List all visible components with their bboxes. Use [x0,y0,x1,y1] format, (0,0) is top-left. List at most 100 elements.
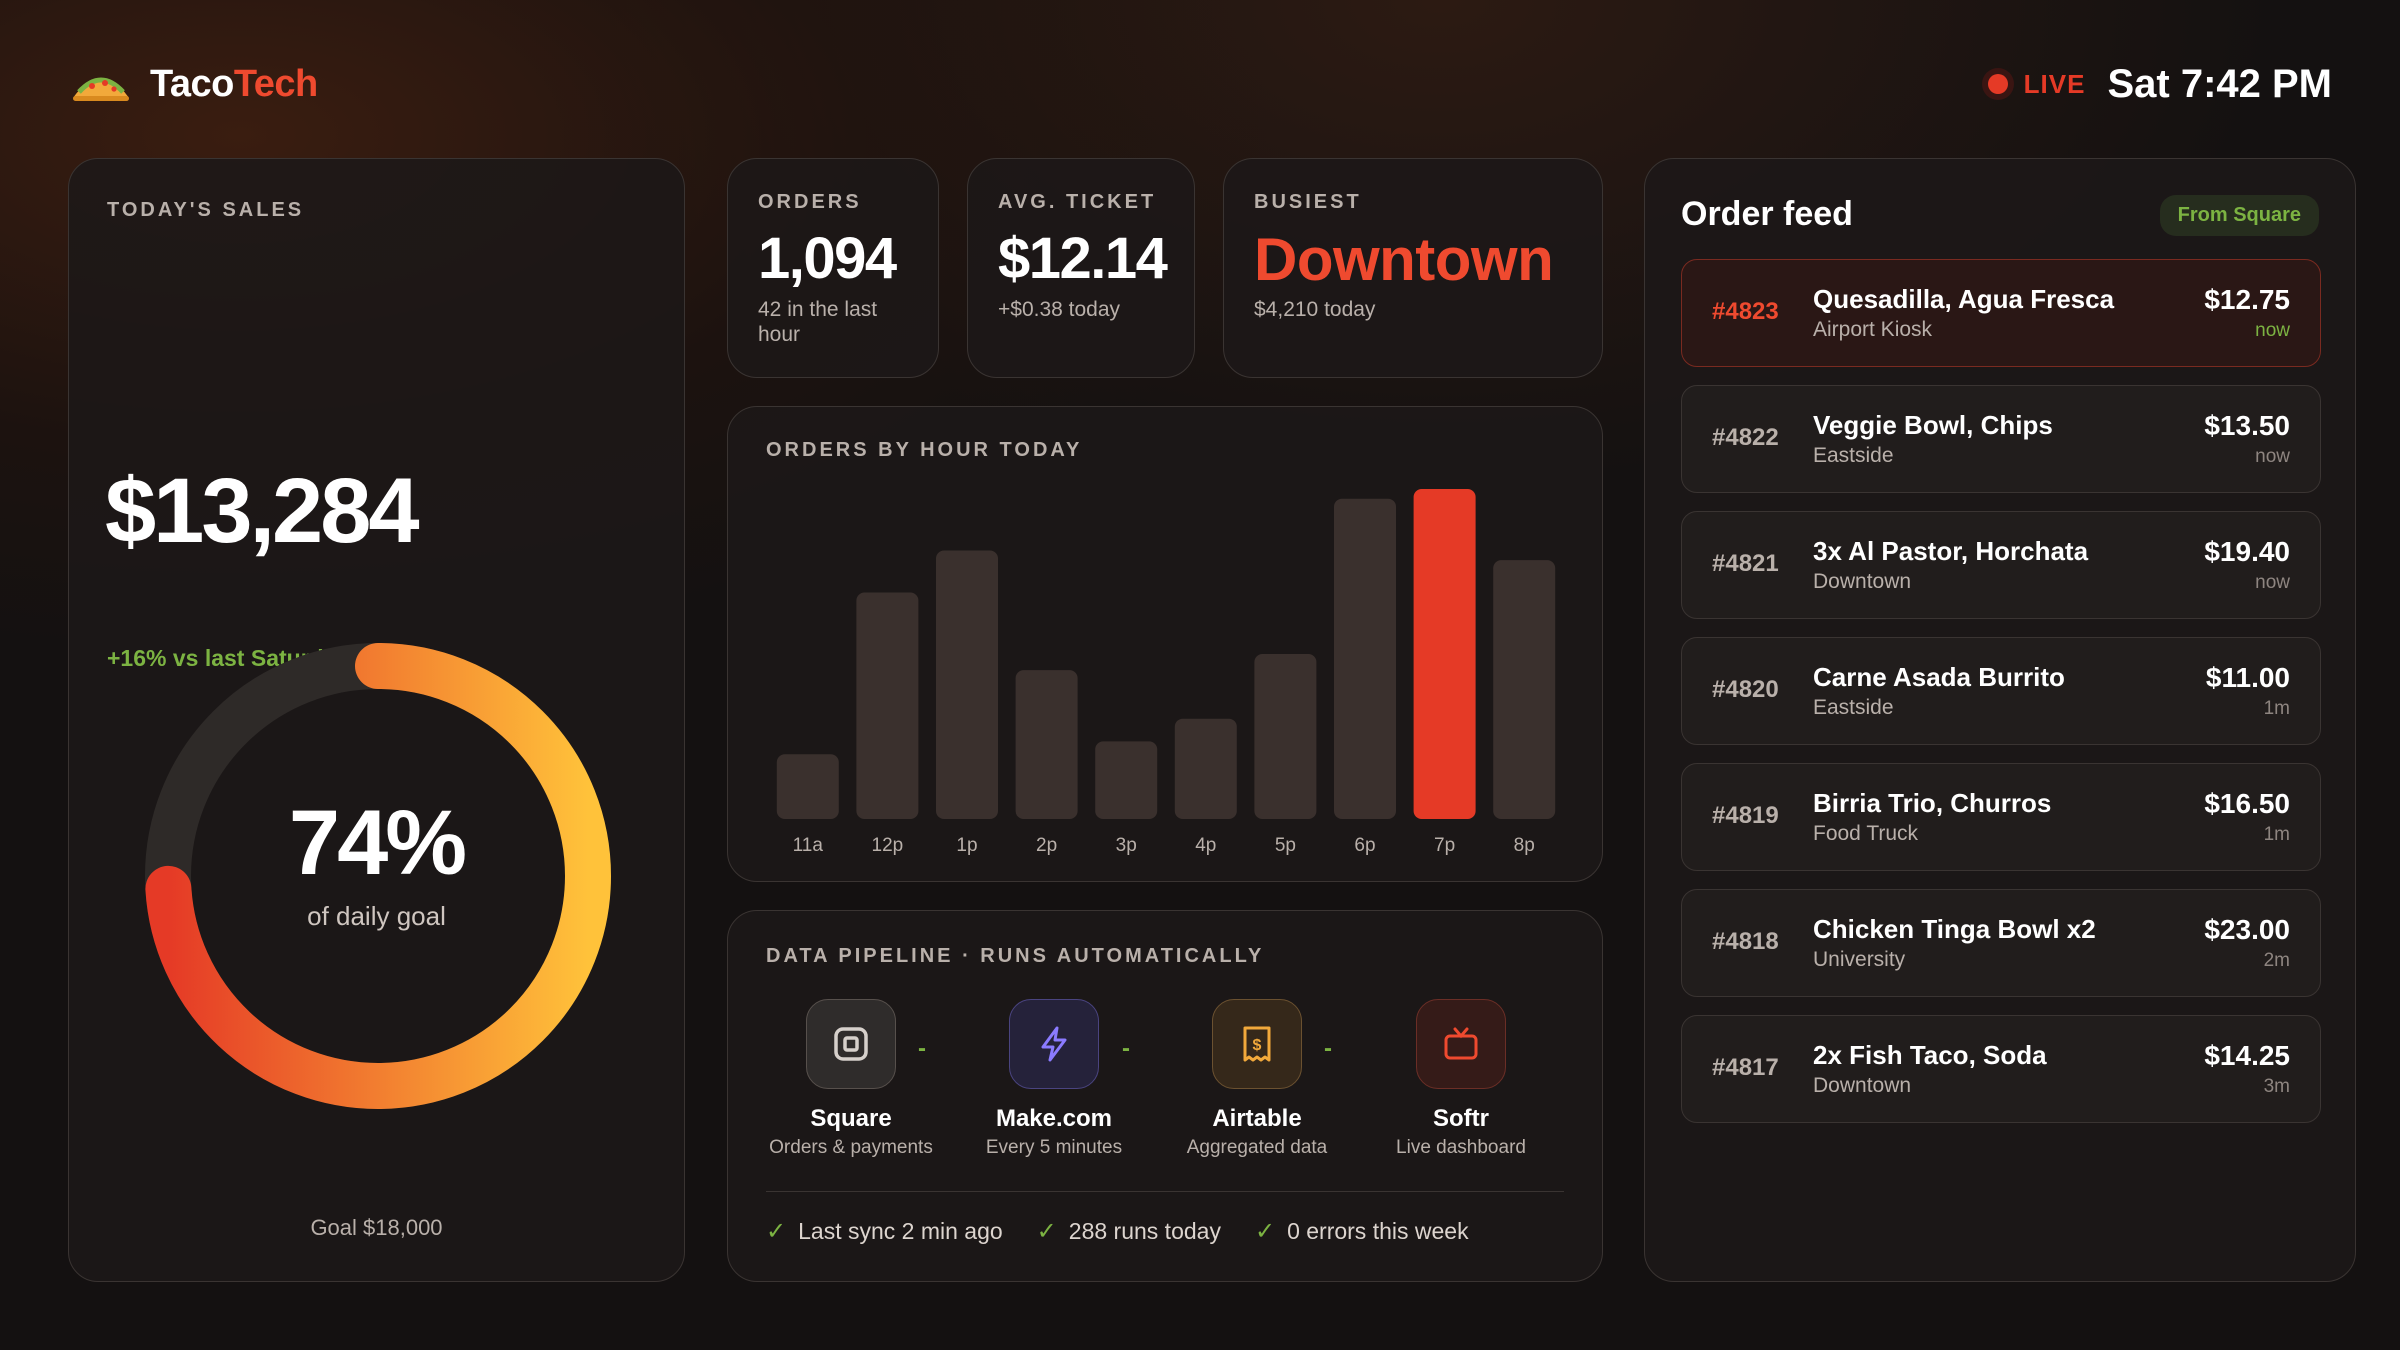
bar-11a [776,754,839,819]
avg-ticket-sub: +$0.38 today [998,298,1121,321]
pipeline-arrow-icon: - [1122,1035,1130,1062]
chart-title: ORDERS BY HOUR TODAY [766,439,1083,461]
order-row-4817[interactable]: #4817 2x Fish Taco, Soda Downtown $14.25… [1681,1015,2321,1123]
step-name: Make.com [995,1105,1113,1132]
pipeline-step-softr: Softr Live dashboard [1361,999,1561,1159]
svg-text:$: $ [1253,1037,1262,1054]
x-tick-label: 8p [1514,835,1535,856]
order-row-4822[interactable]: #4822 Veggie Bowl, Chips Eastside $13.50… [1681,385,2321,493]
data-pipeline-card: DATA PIPELINE · RUNS AUTOMATICALLY Squar… [727,910,1603,1282]
order-items: Birria Trio, Churros [1813,788,2052,818]
bar-5p [1254,654,1317,819]
order-location: Airport Kiosk [1813,318,1933,341]
order-id: #4821 [1712,550,1779,577]
order-time: 1m [2263,698,2290,719]
pipeline-title: DATA PIPELINE · RUNS AUTOMATICALLY [766,945,1265,967]
order-id: #4820 [1712,676,1779,703]
live-label: LIVE [2023,68,2086,99]
order-id: #4819 [1712,802,1779,829]
tv-icon [1416,999,1506,1089]
pipeline-step-airtable: $ Airtable Aggregated data [1157,999,1357,1159]
order-time: now [2255,572,2290,593]
busiest-label: BUSIEST [1254,191,1362,213]
bar-1p [936,550,998,819]
order-row-4819[interactable]: #4819 Birria Trio, Churros Food Truck $1… [1681,763,2321,871]
status-text: Last sync 2 min ago [798,1218,1003,1244]
step-name: Square [810,1105,892,1132]
order-row-4821[interactable]: #4821 3x Al Pastor, Horchata Downtown $1… [1681,511,2321,619]
order-row-4823[interactable]: #4823 Quesadilla, Agua Fresca Airport Ki… [1681,259,2321,367]
orders-by-hour-chart: 11a 12p 1p 2p 3p 4p 5p 6p 7p 8p [776,489,1556,856]
x-tick-label: 2p [1036,835,1057,856]
status-text: 0 errors this week [1287,1218,1469,1244]
orders-sub: 42 in the last hour [758,298,878,346]
square-icon [806,999,896,1089]
order-price: $12.75 [2204,284,2290,315]
bar-3p [1095,741,1158,819]
step-desc: Every 5 minutes [985,1137,1123,1158]
order-price: $19.40 [2204,536,2290,567]
status-errors: ✓ 0 errors this week [1255,1217,1469,1246]
step-name: Airtable [1212,1105,1302,1132]
status-text: 288 runs today [1068,1218,1221,1244]
check-icon: ✓ [1254,1218,1276,1245]
receipt-icon: $ [1212,999,1302,1089]
live-dot-icon [1981,68,2014,100]
order-id: #4822 [1712,424,1779,451]
bar-7p [1413,489,1476,819]
order-items: Veggie Bowl, Chips [1813,410,2053,440]
order-row-4818[interactable]: #4818 Chicken Tinga Bowl x2 University $… [1681,889,2321,997]
brand-name-part-b: Tech [233,62,318,105]
orders-label: ORDERS [758,191,862,213]
order-time: 1m [2263,824,2290,845]
lightning-icon [1009,999,1099,1089]
order-location: Downtown [1813,570,1912,593]
goal-subtitle: of daily goal [307,901,446,931]
x-tick-label: 3p [1116,835,1137,856]
bar-2p [1015,670,1078,819]
x-tick-label: 11a [793,835,824,856]
order-price: $13.50 [2204,410,2290,441]
pipeline-step-square: Square Orders & payments [751,999,951,1159]
pipeline-steps: Square Orders & payments - Make.com Ever… [748,999,1584,1169]
order-items: Chicken Tinga Bowl x2 [1813,914,2096,944]
orders-value: 1,094 [758,226,897,291]
goal-gauge [145,643,611,1109]
avg-ticket-label: AVG. TICKET [998,191,1157,213]
clock: Sat 7:42 PM [2107,61,2332,106]
x-tick-label: 5p [1275,835,1296,856]
status-runs: ✓ 288 runs today [1037,1217,1221,1246]
order-items: 2x Fish Taco, Soda [1813,1040,2047,1070]
pipeline-arrow-icon: - [1324,1035,1332,1062]
orders-kpi-card: ORDERS 1,094 42 in the last hour [727,158,939,378]
bar-4p [1174,718,1237,819]
order-time: now [2255,320,2290,341]
gauge-progress-arc [145,643,611,1109]
order-id: #4823 [1712,298,1779,325]
order-price: $11.00 [2205,662,2290,693]
order-items: Quesadilla, Agua Fresca [1813,284,2115,314]
order-location: Eastside [1813,444,1894,467]
order-items: Carne Asada Burrito [1813,662,2065,692]
status-last-sync: ✓ Last sync 2 min ago [766,1217,1003,1246]
taco-logo-icon [73,77,129,101]
order-price: $23.00 [2204,914,2290,945]
step-desc: Aggregated data [1186,1137,1328,1158]
pipeline-arrow-icon: - [918,1035,926,1062]
live-indicator: LIVE [1981,68,2086,100]
x-tick-label: 1p [956,835,977,856]
busiest-sub: $4,210 today [1254,298,1376,321]
x-tick-label: 12p [872,835,904,856]
brand: TacoTech [70,63,318,106]
check-icon: ✓ [1036,1218,1057,1245]
header-status: LIVE Sat 7:42 PM [1981,61,2332,107]
order-row-4820[interactable]: #4820 Carne Asada Burrito Eastside $11.0… [1681,637,2321,745]
order-id: #4818 [1712,928,1779,955]
order-id: #4817 [1712,1054,1779,1081]
feed-source-badge: From Square [2159,195,2319,236]
order-time: 2m [2263,950,2290,971]
step-name: Softr [1433,1105,1489,1132]
brand-name-part-a: Taco [150,62,234,105]
feed-title: Order feed [1681,195,1853,233]
x-tick-label: 6p [1354,835,1375,856]
